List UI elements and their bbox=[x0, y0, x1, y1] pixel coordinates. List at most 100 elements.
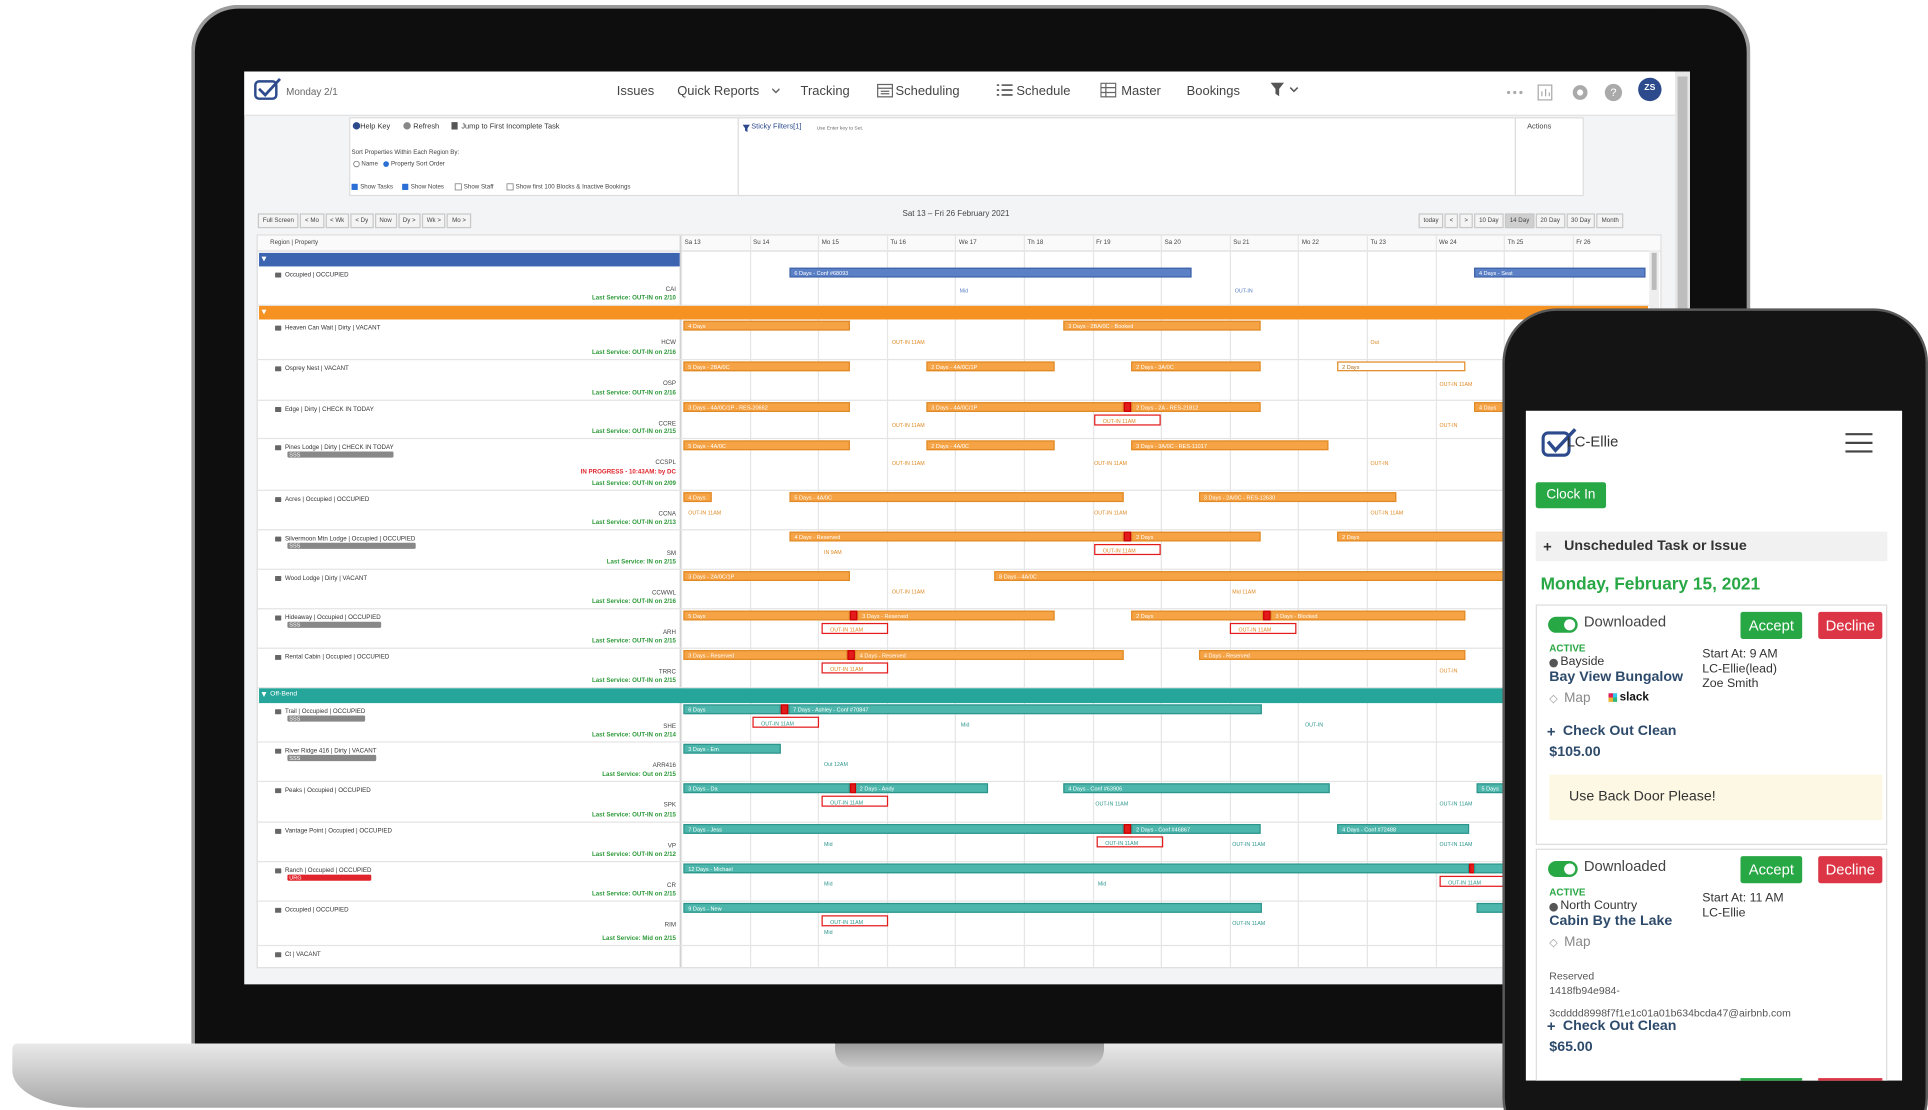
nav-item[interactable]: Bookings bbox=[1186, 83, 1240, 99]
task-note[interactable]: OUT-IN 11AM bbox=[752, 716, 820, 728]
nav-item[interactable]: Schedule bbox=[1016, 83, 1071, 99]
help-key[interactable]: Help Key bbox=[360, 123, 391, 131]
map[interactable]: Map bbox=[1564, 935, 1591, 950]
nav-item[interactable]: Master bbox=[1121, 83, 1161, 99]
nav-item[interactable]: Tracking bbox=[800, 83, 850, 99]
nav-button[interactable]: Full Screen bbox=[257, 213, 299, 229]
task-note[interactable]: OUT-IN 11AM bbox=[1439, 841, 1473, 848]
task-note[interactable]: OUT-IN 11AM bbox=[891, 588, 925, 595]
booking[interactable]: 4 Days - Conf #63906 bbox=[1063, 783, 1330, 794]
unscheduled-bar[interactable] bbox=[1535, 531, 1888, 562]
sort-option[interactable]: Name bbox=[361, 160, 378, 168]
nav-button[interactable]: Mo > bbox=[447, 213, 471, 229]
booking[interactable]: 5 Days - 2BA/0C bbox=[683, 361, 850, 372]
nav-button[interactable]: < Mo bbox=[300, 213, 324, 229]
booking[interactable]: 2 Days bbox=[1337, 361, 1466, 372]
booking[interactable]: 2 Days - Conf #46867 bbox=[1131, 823, 1261, 834]
refresh[interactable]: Refresh bbox=[413, 123, 440, 131]
view-button[interactable]: < bbox=[1444, 213, 1459, 229]
task-note[interactable]: OUT-IN 11AM bbox=[821, 622, 889, 635]
booking[interactable]: 3 Days - 2BA/0C - Booked bbox=[1063, 320, 1261, 331]
task-note[interactable]: OUT-IN bbox=[1305, 721, 1324, 728]
task-note[interactable]: Mid bbox=[1097, 880, 1107, 887]
task-note[interactable]: Mid bbox=[823, 880, 833, 887]
view-button[interactable]: 20 Day bbox=[1535, 213, 1565, 229]
booking[interactable]: 3 Days - Reserved bbox=[683, 650, 848, 660]
task-note[interactable]: Mid 11AM bbox=[1232, 588, 1256, 595]
booking[interactable]: 4 Days - Seat bbox=[1474, 267, 1646, 278]
booking[interactable]: 3 Days - 4A/0C/1P bbox=[926, 402, 1124, 412]
user-avatar[interactable] bbox=[1638, 77, 1662, 102]
task-note[interactable]: OUT-IN 11AM bbox=[1096, 836, 1164, 848]
booking[interactable]: 3 Days - Reserved bbox=[857, 610, 1055, 621]
task-note[interactable]: OUT-IN 11AM bbox=[1370, 509, 1404, 516]
task-note[interactable]: OUT-IN bbox=[1234, 287, 1253, 294]
booking[interactable]: 2 Days - Andy bbox=[854, 783, 989, 794]
sticky-filters[interactable]: Sticky Filters[1] bbox=[751, 123, 802, 131]
nav-item[interactable]: Scheduling bbox=[895, 83, 960, 99]
sort-option[interactable]: Property Sort Order bbox=[391, 160, 445, 168]
task-note[interactable]: OUT-IN 11AM bbox=[1094, 460, 1128, 467]
view-button[interactable]: 14 Day bbox=[1504, 213, 1535, 229]
task-note[interactable]: OUT-IN 11AM bbox=[1229, 622, 1297, 635]
nav-item[interactable]: Issues bbox=[616, 83, 655, 99]
booking[interactable]: 4 Days - Reserved bbox=[1198, 650, 1466, 660]
task-note[interactable]: Out 12AM bbox=[823, 761, 848, 768]
checkbox[interactable]: Show Notes bbox=[410, 183, 445, 192]
task-note[interactable]: Mid bbox=[823, 841, 833, 848]
booking[interactable]: 4 Days bbox=[683, 492, 712, 503]
accept[interactable]: Accept bbox=[1740, 611, 1803, 639]
task-note[interactable]: OUT-IN 11AM bbox=[1232, 841, 1266, 848]
task-note[interactable]: OUT-IN bbox=[1439, 667, 1458, 674]
task-note[interactable]: OUT-IN 11AM bbox=[891, 339, 925, 346]
booking[interactable]: 2 Days - 4A/0C/1P bbox=[926, 361, 1055, 372]
booking[interactable]: 3 Days - 2A/0C - RES-12630 bbox=[1198, 492, 1397, 503]
task-note[interactable]: OUT-IN 11AM bbox=[821, 915, 889, 927]
decline[interactable]: Decline bbox=[1818, 611, 1883, 639]
booking[interactable]: 4 Days bbox=[683, 320, 850, 331]
nav-button[interactable]: Dy > bbox=[397, 213, 421, 229]
booking[interactable]: 3 Days - 4A/0C/1P - RES-20662 bbox=[683, 402, 850, 412]
task-note[interactable]: OUT-IN 11AM bbox=[1094, 414, 1161, 426]
task-note[interactable]: OUT-IN 11AM bbox=[891, 421, 925, 429]
task-note[interactable]: OUT-IN 11AM bbox=[821, 662, 889, 674]
view-button[interactable]: Month bbox=[1596, 213, 1624, 229]
map[interactable]: Map bbox=[1564, 690, 1591, 706]
booking[interactable]: 3 Days - 2A/0C/1P bbox=[683, 571, 850, 581]
booking[interactable]: 2 Days bbox=[1131, 531, 1261, 542]
nav-button[interactable]: < Dy bbox=[350, 213, 374, 229]
nav-button[interactable]: Now bbox=[374, 213, 397, 229]
booking[interactable]: 2 Days bbox=[1131, 610, 1264, 621]
nav-item[interactable]: Quick Reports bbox=[677, 83, 760, 99]
task-note[interactable]: OUT-IN 11AM bbox=[1439, 875, 1507, 887]
booking[interactable]: 4 Days - Reserved bbox=[789, 531, 1124, 542]
checkbox[interactable]: Show first 100 Blocks & Inactive Booking… bbox=[515, 183, 631, 192]
booking[interactable]: 9 Days - New bbox=[683, 902, 1262, 913]
task-note[interactable]: Mid bbox=[959, 287, 969, 294]
filter-icon[interactable] bbox=[1270, 82, 1301, 98]
view-button[interactable]: today bbox=[1418, 213, 1444, 229]
unscheduled[interactable]: Unscheduled Task or Issue bbox=[1564, 539, 1747, 554]
view-button[interactable]: 10 Day bbox=[1474, 213, 1504, 229]
task-note[interactable]: IN 9AM bbox=[823, 548, 842, 556]
booking[interactable]: 2 Days bbox=[1337, 531, 1513, 542]
accept[interactable]: Accept bbox=[1740, 856, 1803, 884]
booking[interactable]: 12 Days - Michael bbox=[683, 863, 1470, 874]
booking[interactable]: 7 Days - Ashley - Conf #70847 bbox=[788, 704, 1262, 715]
task-note[interactable]: Mid bbox=[823, 928, 833, 936]
booking[interactable]: 7 Days - Jess bbox=[683, 823, 1124, 834]
task-note[interactable]: Out bbox=[1370, 339, 1379, 346]
nav-button[interactable]: < Wk bbox=[325, 213, 350, 229]
task-note[interactable]: OUT-IN 11AM bbox=[1439, 381, 1473, 388]
jump[interactable]: Jump to First Incomplete Task bbox=[461, 123, 560, 131]
booking[interactable]: 6 Days bbox=[683, 704, 781, 715]
checkbox[interactable]: Show Tasks bbox=[360, 183, 393, 192]
actions[interactable]: Actions bbox=[1527, 123, 1552, 131]
header-icons[interactable]: ? bbox=[1505, 79, 1659, 106]
view-button[interactable]: 30 Day bbox=[1566, 213, 1596, 229]
task-note[interactable]: OUT-IN bbox=[1439, 421, 1458, 429]
booking[interactable]: 3 Days - Em bbox=[683, 743, 781, 754]
task-note[interactable]: OUT-IN 11AM bbox=[821, 795, 889, 807]
decline[interactable]: Decline bbox=[1818, 856, 1883, 884]
booking[interactable]: 3 Days - Da bbox=[683, 783, 850, 794]
